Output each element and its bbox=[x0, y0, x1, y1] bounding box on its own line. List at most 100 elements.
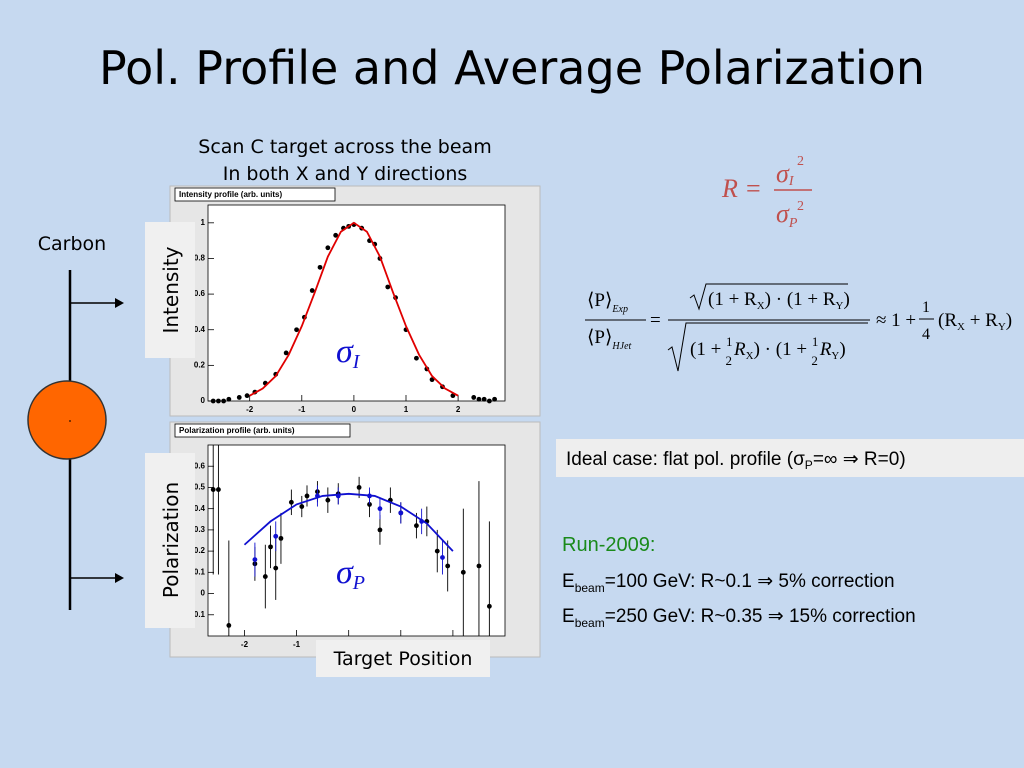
data-point bbox=[210, 398, 216, 404]
formula-p: ⟨P⟩Exp ⟨P⟩HJet = (1 + RX) · (1 + RY) (1 … bbox=[585, 283, 1012, 372]
formula-part: = bbox=[650, 310, 661, 331]
formula-part: 2 bbox=[726, 353, 733, 368]
formula-part: HJet bbox=[611, 341, 631, 352]
text-part: ⇒ 5% correction bbox=[757, 571, 894, 592]
label-box bbox=[316, 640, 490, 677]
y-tick-label: 0.1 bbox=[194, 567, 206, 576]
arrow-head bbox=[115, 298, 124, 308]
plot-area bbox=[207, 204, 506, 402]
formula-part: ⟨P⟩Exp bbox=[587, 290, 628, 315]
data-point bbox=[226, 622, 232, 628]
formula-part: X bbox=[957, 321, 965, 333]
data-point bbox=[486, 603, 492, 609]
text-part: Ideal case: flat pol. profile (σ bbox=[566, 449, 805, 470]
ideal-case-text: Ideal case: flat pol. profile (σP=∞ ⇒ R=… bbox=[566, 449, 906, 472]
data-point bbox=[273, 565, 279, 571]
formula-part: Y bbox=[998, 321, 1006, 333]
data-point bbox=[471, 395, 477, 400]
x-tick-label: 2 bbox=[456, 405, 461, 414]
data-point bbox=[325, 245, 331, 251]
formula-part: (1 + R bbox=[708, 289, 757, 310]
data-point bbox=[377, 506, 383, 512]
data-point bbox=[268, 544, 273, 550]
chart-title: Polarization profile (arb. units) bbox=[179, 426, 295, 435]
data-point bbox=[288, 499, 294, 505]
text-part: ⇒ 15% correction bbox=[768, 606, 916, 627]
data-point bbox=[486, 398, 492, 404]
formula-part: R bbox=[733, 339, 746, 360]
subscript: beam bbox=[575, 616, 605, 630]
x-tick-label: -2 bbox=[241, 640, 249, 649]
formula-part: Y bbox=[836, 300, 844, 312]
formula-part: ) · (1 + bbox=[754, 339, 812, 360]
formula-part: Exp bbox=[611, 304, 628, 315]
formula-part: Y bbox=[831, 350, 839, 362]
data-point bbox=[273, 533, 279, 539]
data-point bbox=[481, 396, 487, 402]
y-tick-label: 0.8 bbox=[194, 254, 206, 263]
fit-line bbox=[249, 221, 459, 397]
text-part: =100 GeV: R~0.1 bbox=[605, 571, 757, 592]
arrow-head bbox=[115, 573, 124, 583]
formula-part: = bbox=[746, 174, 761, 203]
text-part: =∞ ⇒ R=0) bbox=[813, 449, 906, 470]
formula-part: (1 + 1 2RX) · (1 + 1 2RY) bbox=[690, 334, 846, 368]
formula-part: R bbox=[721, 174, 738, 203]
data-point bbox=[309, 288, 315, 293]
data-point bbox=[356, 485, 362, 490]
formula-part: 2 bbox=[797, 199, 804, 214]
data-point bbox=[244, 393, 250, 399]
y-tick-label: 0.6 bbox=[194, 289, 206, 298]
sigma-p: σP bbox=[336, 554, 365, 594]
formula-part: σ bbox=[776, 159, 790, 188]
run-line: Ebeam=100 GeV: R~0.1 ⇒ 5% correction bbox=[562, 571, 895, 595]
caption: In both X and Y directions bbox=[223, 163, 468, 185]
x-tick-label: -1 bbox=[298, 405, 306, 414]
data-point bbox=[385, 284, 391, 290]
data-point bbox=[221, 398, 227, 404]
formula-part: σI bbox=[776, 159, 795, 189]
formula-part: I bbox=[788, 174, 795, 189]
x-tick-label: -2 bbox=[246, 405, 254, 414]
run-title: Run-2009: bbox=[562, 534, 655, 556]
x-tick-label: 1 bbox=[404, 405, 409, 414]
run-line: Ebeam=250 GeV: R~0.35 ⇒ 15% correction bbox=[562, 606, 916, 630]
plot-area bbox=[207, 444, 506, 637]
data-point bbox=[216, 487, 221, 492]
y-tick-label: 0.4 bbox=[194, 504, 206, 513]
subscript: P bbox=[805, 458, 813, 472]
sigma: σ bbox=[336, 333, 354, 370]
formula-part: ⟨P⟩HJet bbox=[587, 327, 632, 352]
formula-part: ⟨P⟩ bbox=[587, 290, 612, 311]
subscript: P bbox=[352, 572, 365, 594]
charts: Intensity profile (arb. units) -2 -1 0 1 2 0 0.… bbox=[174, 187, 506, 649]
data-point bbox=[476, 563, 482, 569]
formula-part: (RX + RY) bbox=[938, 310, 1012, 333]
formula-part: ) bbox=[1006, 310, 1012, 331]
text-part: =250 GeV: R~0.35 bbox=[605, 606, 768, 627]
data-point bbox=[325, 497, 331, 503]
y-tick-label: 0.2 bbox=[194, 546, 206, 555]
fit-line bbox=[243, 492, 454, 552]
formula-part: 1 bbox=[812, 334, 819, 349]
target-circle bbox=[27, 380, 107, 460]
subscript: beam bbox=[575, 581, 605, 595]
sqrt-sign bbox=[689, 283, 848, 311]
formula-part: ) bbox=[844, 289, 850, 310]
slide-title: Pol. Profile and Average Polarization bbox=[99, 41, 925, 95]
y-tick-label: 0.6 bbox=[194, 461, 206, 470]
caption: Scan C target across the beam bbox=[198, 136, 491, 158]
data-point bbox=[299, 504, 305, 509]
data-point bbox=[278, 535, 284, 541]
formula-part: X bbox=[746, 350, 754, 362]
sigma: σ bbox=[336, 554, 354, 591]
formula-part: ) bbox=[839, 339, 845, 360]
formula-part: P bbox=[788, 216, 798, 231]
data-point bbox=[226, 396, 232, 402]
data-point bbox=[304, 493, 310, 499]
formula-r: R = σI 2 σP 2 bbox=[721, 154, 812, 231]
label-box bbox=[145, 222, 195, 358]
formula-part: X bbox=[757, 300, 765, 312]
label-box bbox=[145, 453, 195, 628]
y-tick-label: 1 bbox=[201, 218, 206, 227]
